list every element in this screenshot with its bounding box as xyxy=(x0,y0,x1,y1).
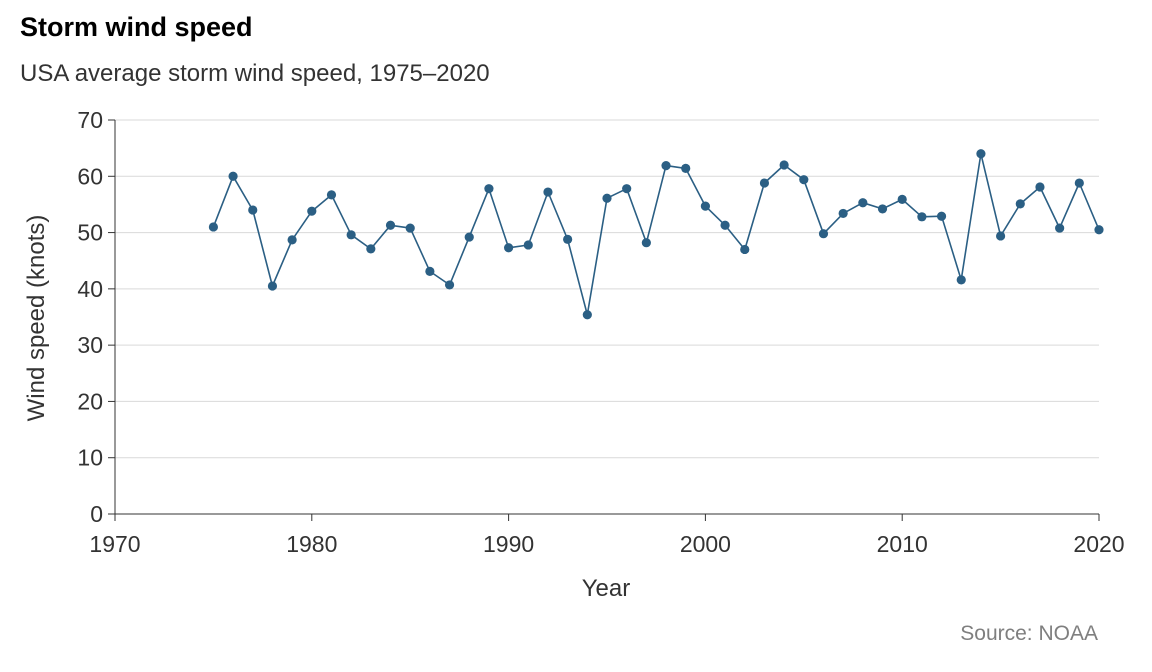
data-point xyxy=(956,275,966,285)
data-point xyxy=(622,184,632,194)
x-tick-label: 1990 xyxy=(483,531,534,557)
axes xyxy=(108,119,1100,521)
data-point xyxy=(543,187,553,197)
y-tick-label: 70 xyxy=(77,107,103,133)
x-axis-label: Year xyxy=(582,575,631,602)
data-point xyxy=(366,244,376,254)
x-tick-label: 2000 xyxy=(680,531,731,557)
chart-subtitle: USA average storm wind speed, 1975–2020 xyxy=(20,60,490,87)
gridlines xyxy=(115,119,1099,459)
data-point xyxy=(818,229,829,239)
data-point xyxy=(1074,178,1084,188)
data-point xyxy=(248,205,258,215)
data-point xyxy=(208,222,218,232)
data-point xyxy=(1015,199,1025,209)
x-tick-label: 1980 xyxy=(286,531,337,557)
source-note: Source: NOAA xyxy=(960,622,1098,645)
data-point xyxy=(326,190,337,200)
data-point xyxy=(877,204,888,214)
y-tick-label: 10 xyxy=(77,445,103,471)
data-point xyxy=(346,230,356,240)
data-point xyxy=(681,163,691,174)
data-point xyxy=(287,235,297,245)
y-tick-label: 20 xyxy=(77,388,103,414)
data-point xyxy=(799,175,809,185)
data-point xyxy=(582,310,592,320)
data-point xyxy=(267,281,278,291)
data-point xyxy=(504,243,514,253)
data-point xyxy=(444,280,455,290)
data-point xyxy=(661,160,671,171)
data-point xyxy=(425,266,435,277)
y-tick-label: 30 xyxy=(77,332,103,358)
series-line xyxy=(212,153,1100,316)
y-tick-label: 40 xyxy=(77,276,103,302)
chart-title: Storm wind speed xyxy=(20,12,253,42)
y-tick-label: 0 xyxy=(90,501,103,527)
x-tick-label: 2010 xyxy=(877,531,928,557)
tick-labels: 0 10 20 30 40 50 60 70 1970 1980 1990 2000 2010 2020 xyxy=(77,107,1124,557)
data-point xyxy=(976,149,986,159)
data-point xyxy=(405,223,415,233)
data-point xyxy=(385,220,396,230)
data-point xyxy=(602,193,612,203)
data-point xyxy=(523,240,533,250)
data-point xyxy=(936,211,947,221)
data-point xyxy=(858,198,868,208)
data-point xyxy=(464,232,474,242)
data-point xyxy=(563,234,573,244)
data-series xyxy=(208,149,1104,320)
x-tick-label: 2020 xyxy=(1073,531,1124,557)
x-tick-label: 1970 xyxy=(89,531,140,557)
data-point xyxy=(700,201,711,211)
data-point xyxy=(779,160,789,170)
data-point xyxy=(838,208,848,219)
y-axis-label: Wind speed (knots) xyxy=(23,215,50,422)
data-point xyxy=(1094,225,1104,235)
data-point xyxy=(641,238,651,248)
data-point xyxy=(484,184,494,194)
data-point xyxy=(1055,223,1065,233)
data-point xyxy=(1035,182,1045,192)
data-point xyxy=(228,171,238,181)
data-point xyxy=(996,231,1006,241)
data-point xyxy=(720,220,730,230)
data-point xyxy=(917,212,927,222)
y-tick-label: 50 xyxy=(77,220,103,246)
y-tick-label: 60 xyxy=(77,163,103,189)
data-point xyxy=(740,244,750,255)
data-point xyxy=(307,206,317,216)
data-point xyxy=(897,194,907,204)
data-point xyxy=(759,178,770,188)
